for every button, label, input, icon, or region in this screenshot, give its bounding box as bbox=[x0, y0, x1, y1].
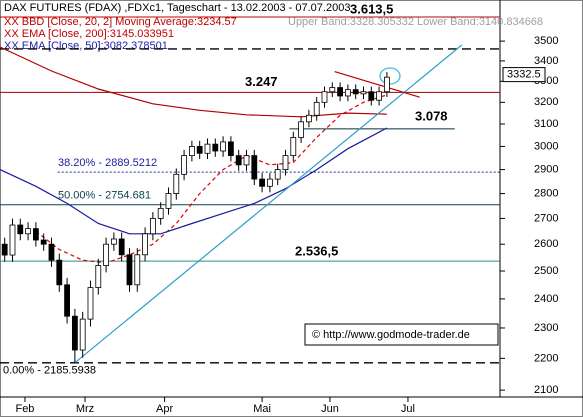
candle-body bbox=[17, 224, 24, 235]
indicator-label: XX EMA [Close, 50]:3082.378501 bbox=[4, 40, 168, 52]
indicator-line bbox=[35, 94, 388, 264]
candle-body bbox=[305, 114, 312, 123]
candle-body bbox=[196, 146, 203, 154]
x-tick-label: Jul bbox=[401, 403, 415, 415]
indicator-label: Upper Band:3328.305332 Lower Band:3140.8… bbox=[288, 16, 543, 28]
candle-body bbox=[290, 136, 297, 156]
trendline bbox=[74, 44, 463, 364]
candle-body bbox=[40, 239, 47, 245]
x-tick-label: Mai bbox=[253, 403, 271, 415]
y-tick-label: 2600 bbox=[534, 238, 558, 250]
y-tick-label: 2100 bbox=[534, 384, 558, 396]
level-label: 50.00% - 2754.681 bbox=[58, 190, 151, 202]
x-tick-label: Feb bbox=[15, 403, 34, 415]
candle-body bbox=[352, 89, 359, 95]
candle-body bbox=[329, 87, 336, 93]
indicator-label: XX EMA [Close, 200]:3145.033951 bbox=[4, 28, 174, 40]
level-label: 3.247 bbox=[245, 74, 278, 89]
candle-body bbox=[157, 207, 164, 219]
candle-body bbox=[181, 155, 187, 175]
candle-body bbox=[56, 259, 63, 286]
candle-body bbox=[126, 254, 133, 286]
candle-body bbox=[235, 155, 242, 166]
candle-body bbox=[220, 141, 226, 152]
y-tick-label: 3200 bbox=[534, 96, 558, 108]
candle-body bbox=[313, 101, 320, 116]
candle-body bbox=[321, 91, 328, 103]
candle-body bbox=[173, 173, 180, 194]
candle-body bbox=[134, 254, 141, 286]
candle-body bbox=[118, 238, 125, 256]
candle-body bbox=[64, 284, 70, 317]
level-label: 2.536,5 bbox=[295, 244, 338, 259]
last-price-box bbox=[502, 67, 546, 83]
candle-body bbox=[337, 87, 343, 97]
candle-body bbox=[149, 218, 156, 235]
candle-body bbox=[188, 146, 195, 156]
candle-body bbox=[360, 91, 367, 95]
y-tick-label: 2500 bbox=[534, 265, 558, 277]
y-tick-label: 3000 bbox=[534, 140, 558, 152]
candle-body bbox=[95, 265, 102, 289]
highlight-circle bbox=[379, 67, 401, 85]
indicator-label: XX BBD [Close, 20, 2] Moving Average:323… bbox=[4, 16, 237, 28]
candle-body bbox=[383, 76, 390, 93]
annotation: 3.613,5 bbox=[350, 1, 393, 16]
y-tick-label: 2300 bbox=[534, 322, 558, 334]
candle-body bbox=[9, 224, 16, 256]
candle-body bbox=[282, 155, 289, 170]
trendline bbox=[334, 71, 420, 98]
candle-body bbox=[48, 243, 55, 261]
y-tick-label: 3400 bbox=[534, 55, 558, 67]
candle-body bbox=[344, 89, 351, 97]
candle-body bbox=[298, 121, 304, 138]
candle-body bbox=[259, 178, 265, 187]
candle-body bbox=[243, 155, 250, 166]
y-tick-label: 2200 bbox=[534, 352, 558, 364]
y-tick-label: 2800 bbox=[534, 187, 558, 199]
x-tick-label: Apr bbox=[156, 403, 173, 415]
x-tick-label: Mrz bbox=[76, 403, 94, 415]
candle-body bbox=[251, 155, 258, 180]
candle-body bbox=[110, 238, 117, 245]
candle-body bbox=[87, 287, 94, 320]
candle-body bbox=[103, 243, 109, 266]
level-label: 3.078 bbox=[415, 108, 448, 123]
candle-body bbox=[227, 141, 234, 156]
x-tick-label: Jun bbox=[321, 403, 339, 415]
indicator-line bbox=[0, 46, 387, 118]
chart-title: DAX FUTURES (FDAX) ,FDXc1, Tageschart - … bbox=[4, 2, 350, 14]
candle-body bbox=[32, 228, 39, 241]
indicator-line bbox=[0, 127, 388, 235]
candle-body bbox=[71, 315, 78, 351]
y-tick-label: 3100 bbox=[534, 118, 558, 130]
copyright-box bbox=[304, 323, 499, 346]
candle-body bbox=[165, 193, 172, 209]
candle-body bbox=[274, 169, 281, 180]
y-tick-label: 2400 bbox=[534, 293, 558, 305]
candle-body bbox=[25, 228, 31, 235]
y-tick-label: 2700 bbox=[534, 212, 558, 224]
level-label: 0.00% - 2185.5938 bbox=[3, 365, 96, 377]
last-price-label: 3332.5 bbox=[507, 69, 541, 81]
level-label: 38.20% - 2889.5212 bbox=[58, 157, 157, 169]
y-tick-label: 2900 bbox=[534, 163, 558, 175]
candle-body bbox=[212, 143, 219, 152]
candle-body bbox=[266, 178, 273, 187]
candle-body bbox=[142, 233, 148, 256]
candle-body bbox=[204, 143, 211, 154]
candle-body bbox=[376, 91, 382, 101]
candle-body bbox=[368, 91, 375, 101]
candle-body bbox=[79, 318, 86, 351]
y-tick-label: 3500 bbox=[534, 35, 558, 47]
copyright: © http://www.godmode-trader.de bbox=[312, 329, 470, 341]
candle-body bbox=[1, 243, 8, 256]
